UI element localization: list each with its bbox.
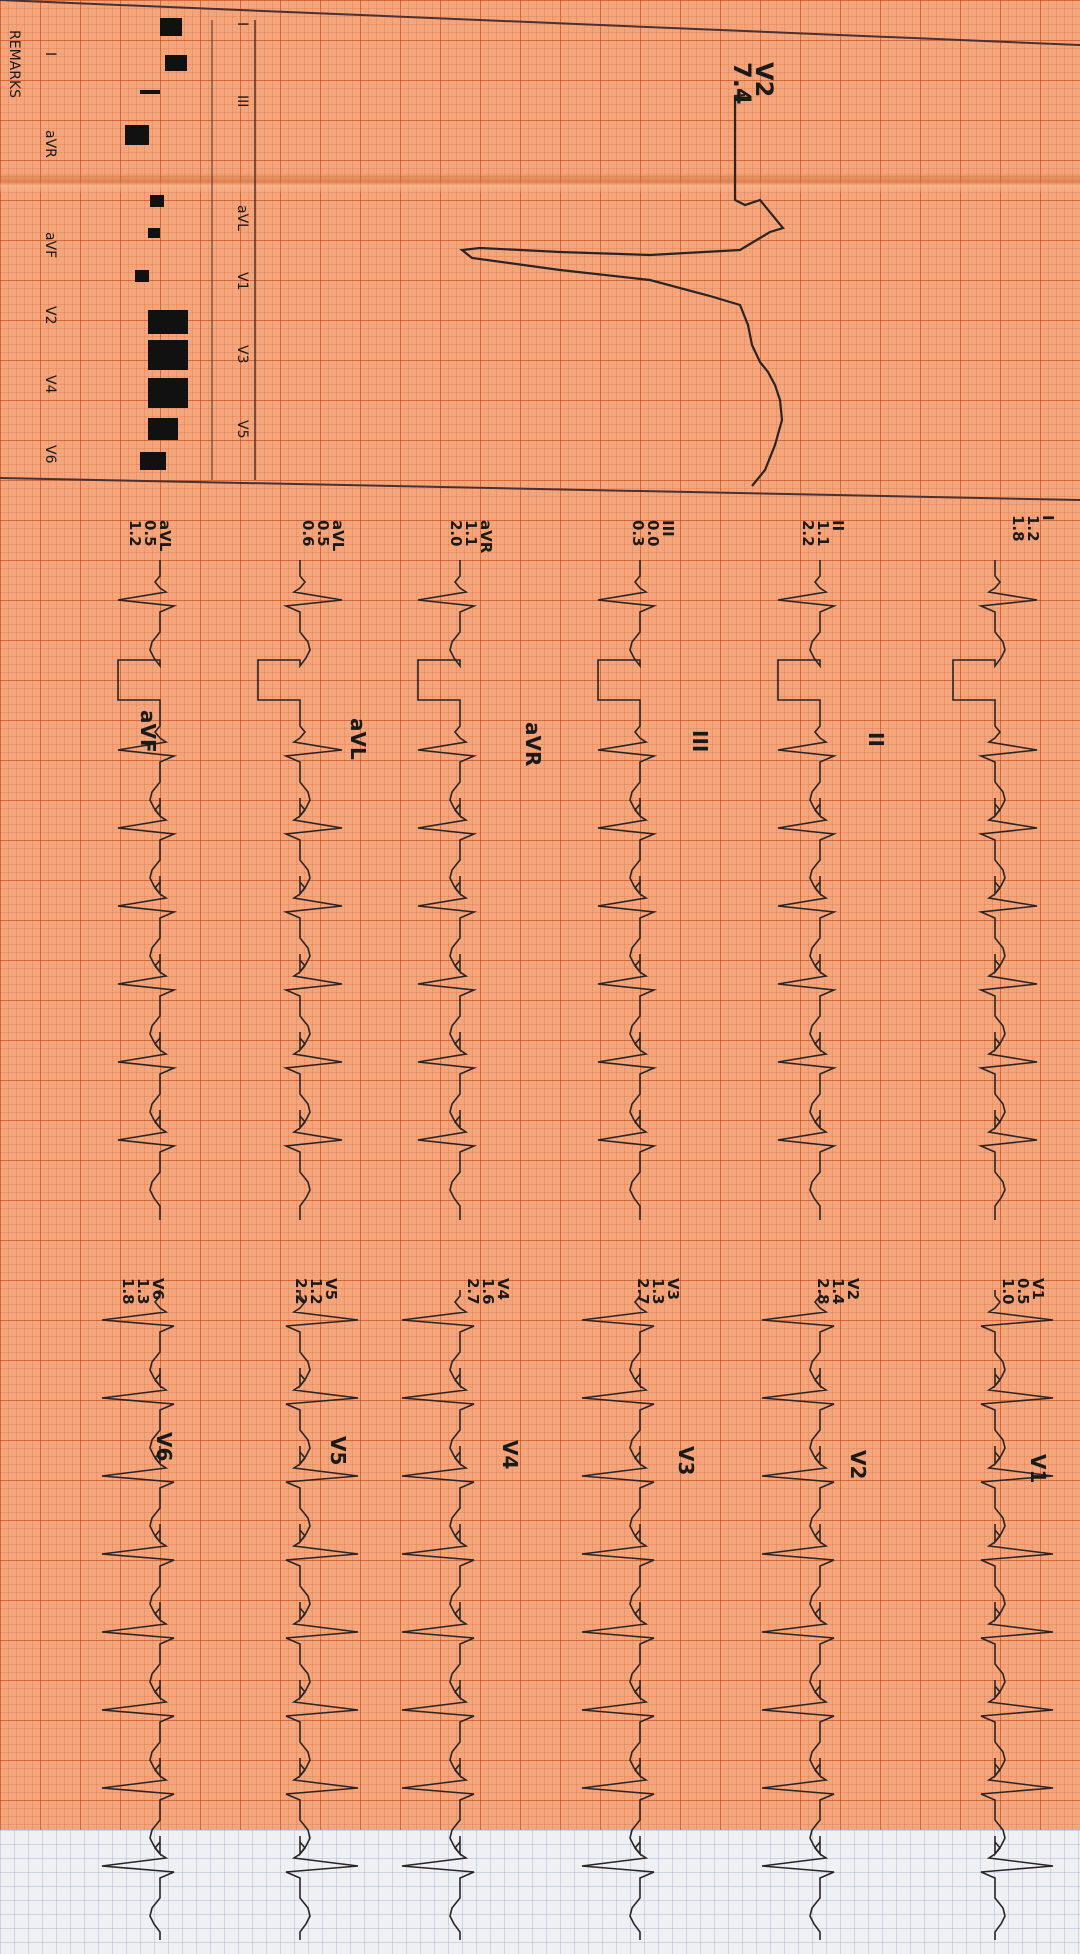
chest-lead-trace: [401, 1290, 475, 1940]
limb-row-label: III: [688, 730, 712, 753]
marker-lead-0: I: [42, 52, 58, 57]
rhythm-waveform: [459, 93, 785, 487]
chest-lead-trace: [285, 1290, 359, 1940]
marker-lead-1: aVR: [42, 130, 58, 158]
calibration-lead-3: V1: [234, 272, 250, 291]
remarks-label: REMARKS: [6, 30, 22, 99]
limb-lead-measure: I 1.2 1.8: [1009, 515, 1057, 542]
limb-row-label: aVF: [136, 710, 160, 753]
limb-lead-measure: aVL 0.5 0.6: [299, 520, 347, 552]
chest-row-label: V6: [152, 1432, 176, 1462]
limb-lead-trace: [597, 560, 658, 1220]
limb-lead-trace: [952, 560, 1038, 1220]
chest-lead-measure: V1 0.5 1.0: [999, 1278, 1047, 1305]
chest-lead-measure: V2 1.4 2.8: [814, 1278, 862, 1305]
marker-lead-2: aVF: [42, 232, 58, 259]
calibration-lead-1: III: [234, 95, 250, 108]
chest-row-label: V1: [1026, 1454, 1050, 1484]
limb-lead-measure: III 0.0 0.3: [629, 520, 677, 547]
limb-row-label: aVL: [346, 718, 370, 760]
bottom-strip: [0, 1830, 1080, 1954]
chest-lead-measure: V6 1.3 1.8: [119, 1278, 167, 1305]
marker-lead-3: V2: [42, 306, 58, 325]
chest-lead-trace: [980, 1290, 1054, 1940]
chest-row-label: V3: [674, 1446, 698, 1476]
limb-lead-measure: aVR 1.1 2.0: [447, 520, 495, 554]
chest-lead-trace: [581, 1290, 655, 1940]
limb-lead-measure: II 1.1 2.2: [799, 520, 847, 547]
calibration-lead-5: V5: [234, 420, 250, 439]
limb-lead-trace: [257, 560, 343, 1220]
header-top-border: [0, 0, 1080, 46]
chest-row-label: V5: [326, 1436, 350, 1466]
limb-lead-trace: [777, 560, 838, 1220]
chest-lead-trace: [101, 1290, 175, 1940]
calibration-lead-4: V3: [234, 345, 250, 364]
chest-lead-measure: V5 1.2 2.2: [292, 1278, 340, 1305]
chest-row-label: V4: [498, 1440, 522, 1470]
chest-lead-trace: [761, 1290, 835, 1940]
chest-row-label: V2: [846, 1450, 870, 1480]
chest-lead-measure: V4 1.6 2.7: [464, 1278, 512, 1305]
chest-lead-measure: V3 1.3 2.7: [634, 1278, 682, 1305]
calibration-blocks: [125, 18, 188, 470]
paper-fold: [0, 172, 1080, 194]
header-bottom-border: [0, 477, 1080, 501]
calibration-lead-2: aVL: [234, 205, 250, 231]
marker-lead-5: V6: [42, 445, 58, 464]
limb-lead-trace: [417, 560, 478, 1220]
limb-lead-trace: [117, 560, 178, 1220]
calibration-lead-0: I: [234, 22, 250, 27]
limb-row-label: aVR: [521, 722, 545, 767]
rhythm-lead-label: V2 7.4: [728, 62, 778, 105]
limb-row-label: II: [864, 732, 888, 747]
marker-lead-4: V4: [42, 375, 58, 394]
limb-lead-measure: aVL 0.5 1.2: [126, 520, 174, 552]
